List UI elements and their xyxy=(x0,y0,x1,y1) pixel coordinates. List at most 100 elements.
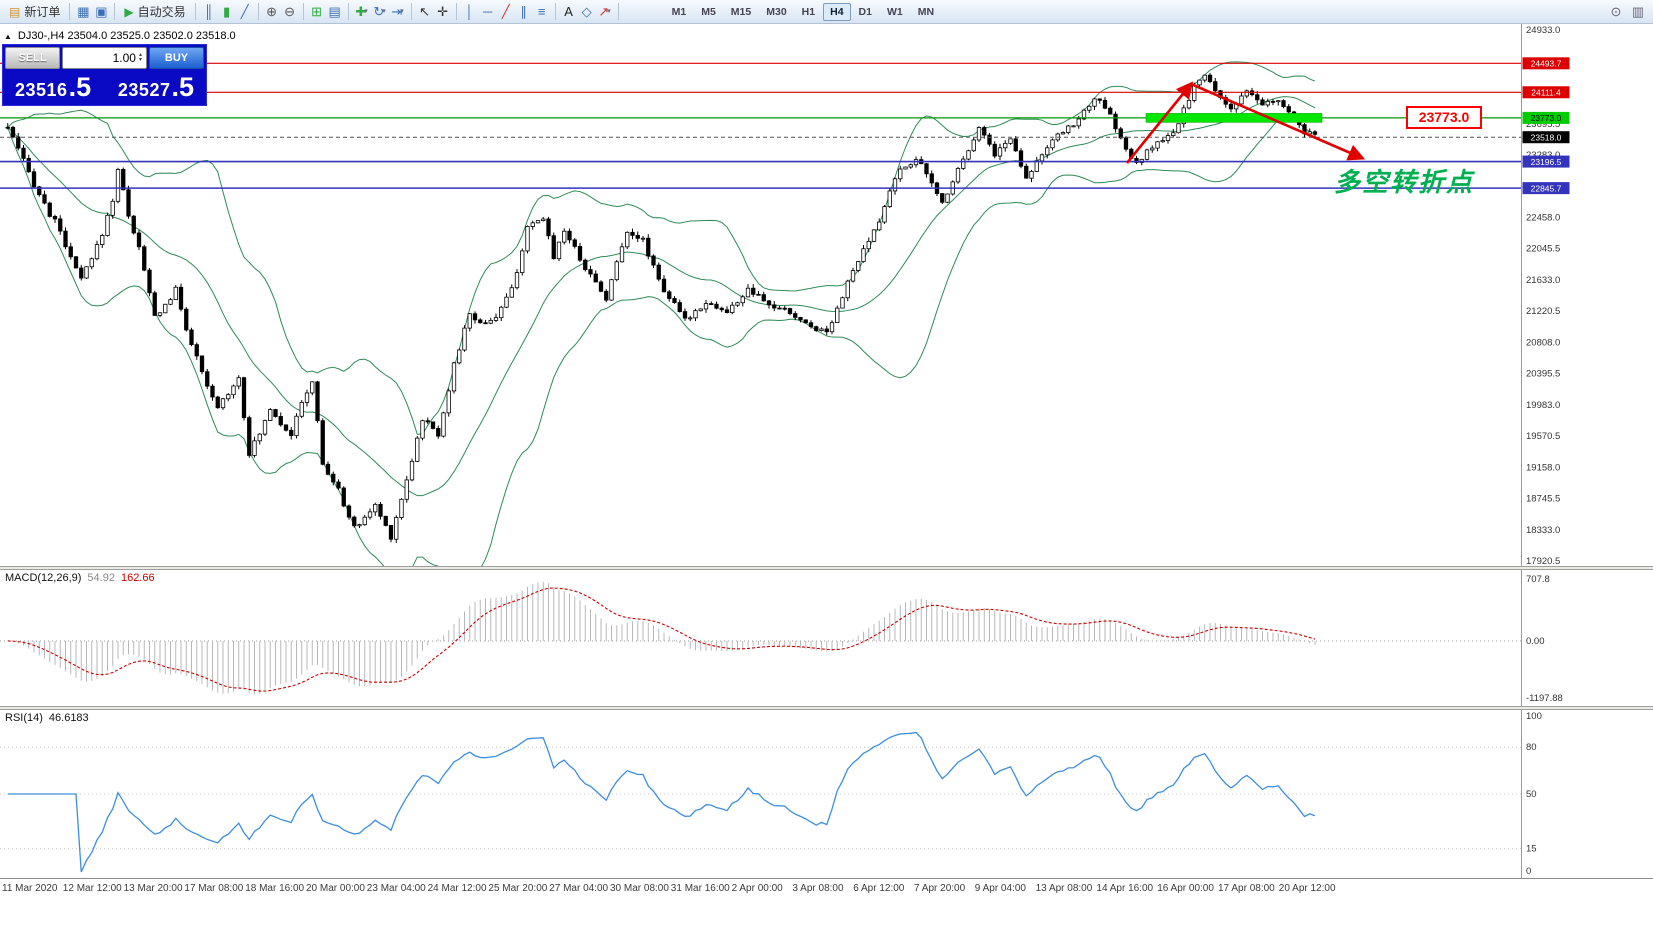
zoom-in-icon[interactable]: ⊕ xyxy=(263,3,281,21)
search-icon[interactable]: ⊙ xyxy=(1610,3,1622,19)
time-label: 20 Apr 12:00 xyxy=(1278,883,1336,894)
svg-text:23196.5: 23196.5 xyxy=(1531,157,1562,167)
chart-ohlc-header: ▲ DJ30-,H4 23504.0 23525.0 23502.0 23518… xyxy=(4,30,236,42)
macd-panel[interactable]: 707.8 0.00 -1197.88 MACD(12,26,9) 54.92 162.… xyxy=(0,570,1653,706)
svg-text:21220.5: 21220.5 xyxy=(1526,306,1560,317)
shapes-icon[interactable]: ◇ xyxy=(578,3,596,21)
horizontal-line-icon[interactable]: ─ xyxy=(479,3,497,21)
lot-size-input[interactable]: 1.00 ▴ ▾ xyxy=(62,47,147,69)
svg-text:20395.5: 20395.5 xyxy=(1526,369,1560,380)
one-click-collapse-icon[interactable]: ▲ xyxy=(4,31,12,41)
price-level-tag[interactable]: 23773.0 xyxy=(1406,106,1482,129)
svg-text:19983.0: 19983.0 xyxy=(1526,400,1560,411)
one-click-trading-panel: SELL 1.00 ▴ ▾ BUY 23516 .5 23527 .5 xyxy=(2,44,207,106)
macd-signal-line xyxy=(7,587,1316,692)
channel-icon[interactable]: ∥ xyxy=(515,3,533,21)
zoom-out-icon: ⊖ xyxy=(284,3,296,19)
main-chart-panel[interactable]: 24933.024520.524108.023695.523283.022870… xyxy=(0,24,1653,566)
new-order-button-label: 新订单 xyxy=(24,5,61,19)
candles xyxy=(5,73,1318,543)
tile-windows-icon[interactable]: ⊞ xyxy=(308,3,326,21)
time-label: 27 Mar 04:00 xyxy=(549,883,609,894)
macd-main-value: 54.92 xyxy=(87,572,115,584)
time-label: 3 Apr 08:00 xyxy=(792,883,844,894)
autotrading-button[interactable]: ▶ 自动交易 xyxy=(119,1,190,22)
lot-increase-icon[interactable]: ▴ xyxy=(138,52,142,58)
timeframe-h4[interactable]: H4 xyxy=(823,2,851,21)
highlight-zone[interactable] xyxy=(1145,113,1323,123)
fibonacci-icon[interactable]: ≡ xyxy=(533,3,551,21)
autotrading-button-label: 自动交易 xyxy=(137,5,186,19)
down-arrow[interactable] xyxy=(1190,82,1366,161)
cascade-windows-icon[interactable]: ▤ xyxy=(326,3,344,21)
svg-text:21633.0: 21633.0 xyxy=(1526,275,1560,286)
time-label: 18 Mar 16:00 xyxy=(245,883,305,894)
sell-price-frac: .5 xyxy=(68,72,92,102)
lot-decrease-icon[interactable]: ▾ xyxy=(138,57,142,63)
candlestick-icon[interactable]: ▮ xyxy=(218,3,236,21)
autoscroll-icon[interactable]: ↻ ▾ xyxy=(371,3,389,21)
cursor-icon[interactable]: ↖ xyxy=(416,3,434,21)
chart-ohlc-text: DJ30-,H4 23504.0 23525.0 23502.0 23518.0 xyxy=(17,30,236,42)
trendline-icon[interactable]: ╱ xyxy=(497,3,515,21)
zoom-out-icon[interactable]: ⊖ xyxy=(281,3,299,21)
new-chart-icon[interactable]: ✚ ▾ xyxy=(353,3,371,21)
buy-button[interactable]: BUY xyxy=(149,47,204,69)
candlestick-icon: ▮ xyxy=(223,3,231,19)
timeframe-h1[interactable]: H1 xyxy=(801,5,816,18)
time-label: 7 Apr 20:00 xyxy=(914,883,966,894)
timeframe-w1[interactable]: W1 xyxy=(886,5,903,18)
lot-size-value: 1.00 xyxy=(112,51,136,65)
up-arrow[interactable] xyxy=(1125,81,1194,164)
crosshair-icon[interactable]: ✛ xyxy=(434,3,452,21)
timeframe-m5[interactable]: M5 xyxy=(701,5,716,18)
dropdown-caret-icon[interactable]: ▾ xyxy=(607,7,611,15)
sell-price[interactable]: 23516 .5 xyxy=(15,72,91,103)
panel-splitter-rsi[interactable] xyxy=(0,706,1653,710)
timeframe-m1[interactable]: M1 xyxy=(671,5,687,18)
toolbar-separator xyxy=(455,3,457,20)
vertical-line-icon[interactable]: │ xyxy=(461,3,479,21)
timeframe-mn[interactable]: MN xyxy=(917,5,935,18)
bollinger-bands xyxy=(7,61,1316,566)
timeframe-m30[interactable]: M30 xyxy=(766,5,787,18)
candlestick-chart[interactable]: 24933.024520.524108.023695.523283.022870… xyxy=(0,24,1653,566)
price-scale[interactable]: 24933.024520.524108.023695.523283.022870… xyxy=(1526,25,1560,566)
shapes-icon: ◇ xyxy=(581,3,592,19)
toolbar-separator xyxy=(69,3,71,20)
rsi-label: RSI(14) 46.6183 xyxy=(5,712,89,724)
panel-splitter-macd[interactable] xyxy=(0,566,1653,570)
bar-chart-icon[interactable]: ║ xyxy=(200,3,218,21)
timeframe-m15[interactable]: M15 xyxy=(730,5,752,18)
svg-text:80: 80 xyxy=(1526,742,1537,753)
charts-icon: ▦ xyxy=(77,3,90,19)
annotation-text[interactable]: 多空转折点 xyxy=(1334,167,1475,197)
svg-text:22045.5: 22045.5 xyxy=(1526,244,1560,255)
timeframe-d1[interactable]: D1 xyxy=(858,5,872,18)
sell-button[interactable]: SELL xyxy=(5,47,60,69)
time-axis[interactable]: 11 Mar 2020 12 Mar 12:00 13 Mar 20:00 17 Ma… xyxy=(0,878,1653,901)
dropdown-caret-icon[interactable]: ▾ xyxy=(364,7,368,15)
profiles-icon[interactable]: ▣ xyxy=(92,3,110,21)
chart-shift-icon[interactable]: ⇥ ▾ xyxy=(389,3,407,21)
dropdown-caret-icon[interactable]: ▾ xyxy=(400,7,404,15)
text-label-icon[interactable]: A xyxy=(560,3,578,21)
lot-stepper[interactable]: ▴ ▾ xyxy=(138,52,142,63)
svg-text:23695.5: 23695.5 xyxy=(1526,119,1560,130)
new-order-button[interactable]: ▤ 新订单 xyxy=(4,1,65,22)
arrows-icon[interactable]: ↗ ▾ xyxy=(596,3,614,21)
toolbar-separator xyxy=(617,3,619,20)
price-box-22845.7 xyxy=(1522,182,1570,195)
toolbar: ▤ 新订单 ▦ ▣ ▶ 自动交易 ║ ▮ ╱ ⊕ ⊖ ⊞ ▤ ✚ ▾ ↻ ▾ ⇥ ▾ ↖ ✛ │ ─ ╱ ∥ ≡ A ◇ ↗ ▾ M1 M5 M… xyxy=(0,0,1653,24)
svg-text:19570.5: 19570.5 xyxy=(1526,431,1560,442)
time-label: 20 Mar 00:00 xyxy=(306,883,365,894)
line-chart-icon[interactable]: ╱ xyxy=(236,3,254,21)
window-list-icon[interactable]: ▥ xyxy=(1631,3,1645,19)
svg-text:17920.5: 17920.5 xyxy=(1526,556,1560,566)
charts-icon[interactable]: ▦ xyxy=(74,3,92,21)
dropdown-caret-icon[interactable]: ▾ xyxy=(382,7,386,15)
rsi-panel[interactable]: 100 80 50 15 0 RSI(14) 46.6183 xyxy=(0,710,1653,878)
trend-arrows[interactable] xyxy=(1125,81,1366,164)
rsi-title: RSI(14) xyxy=(5,712,43,724)
buy-price[interactable]: 23527 .5 xyxy=(118,72,194,103)
